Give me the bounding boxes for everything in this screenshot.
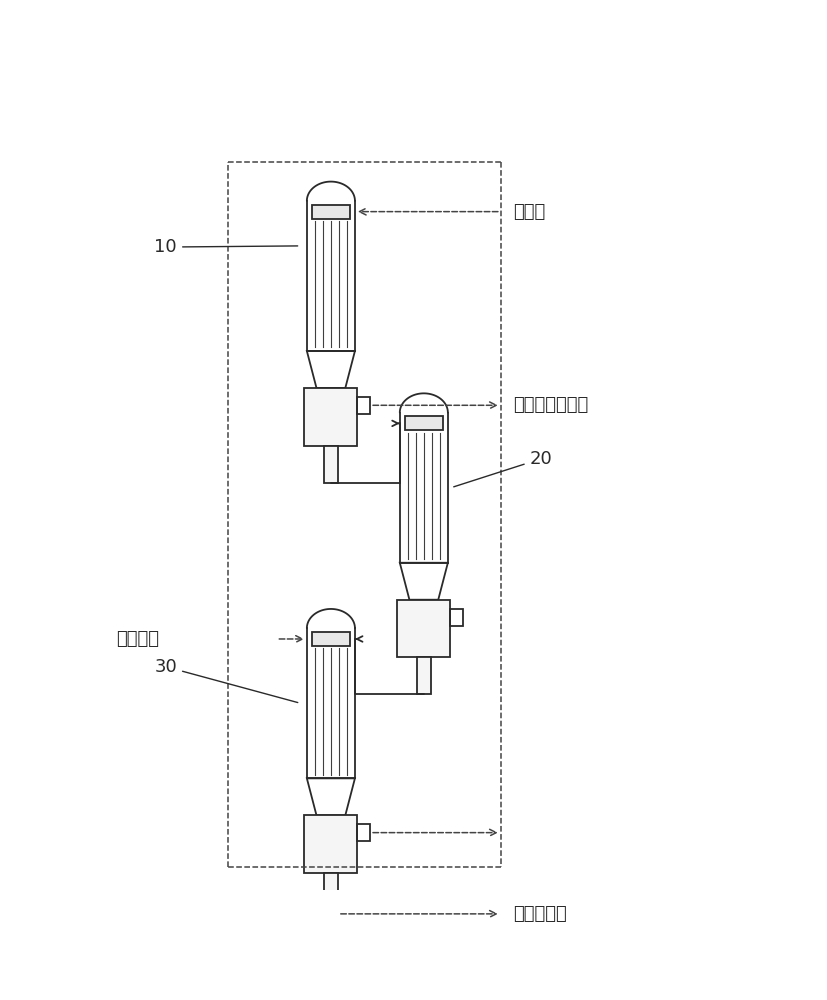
Text: 吸收后残余气体: 吸收后残余气体 xyxy=(514,396,589,414)
Text: 30: 30 xyxy=(155,658,298,703)
Bar xyxy=(312,632,350,646)
Text: 10: 10 xyxy=(155,238,298,256)
Text: 20: 20 xyxy=(454,450,552,487)
Bar xyxy=(312,205,350,219)
Bar xyxy=(324,873,338,910)
Text: 吸收液: 吸收液 xyxy=(514,203,546,221)
Bar xyxy=(324,446,338,483)
Bar xyxy=(304,388,357,446)
Text: 待吸收气: 待吸收气 xyxy=(116,630,159,648)
Bar xyxy=(398,600,450,657)
Text: 吸收后液体: 吸收后液体 xyxy=(514,905,567,923)
Bar xyxy=(304,815,357,873)
Bar xyxy=(404,416,443,430)
Bar xyxy=(417,657,431,694)
